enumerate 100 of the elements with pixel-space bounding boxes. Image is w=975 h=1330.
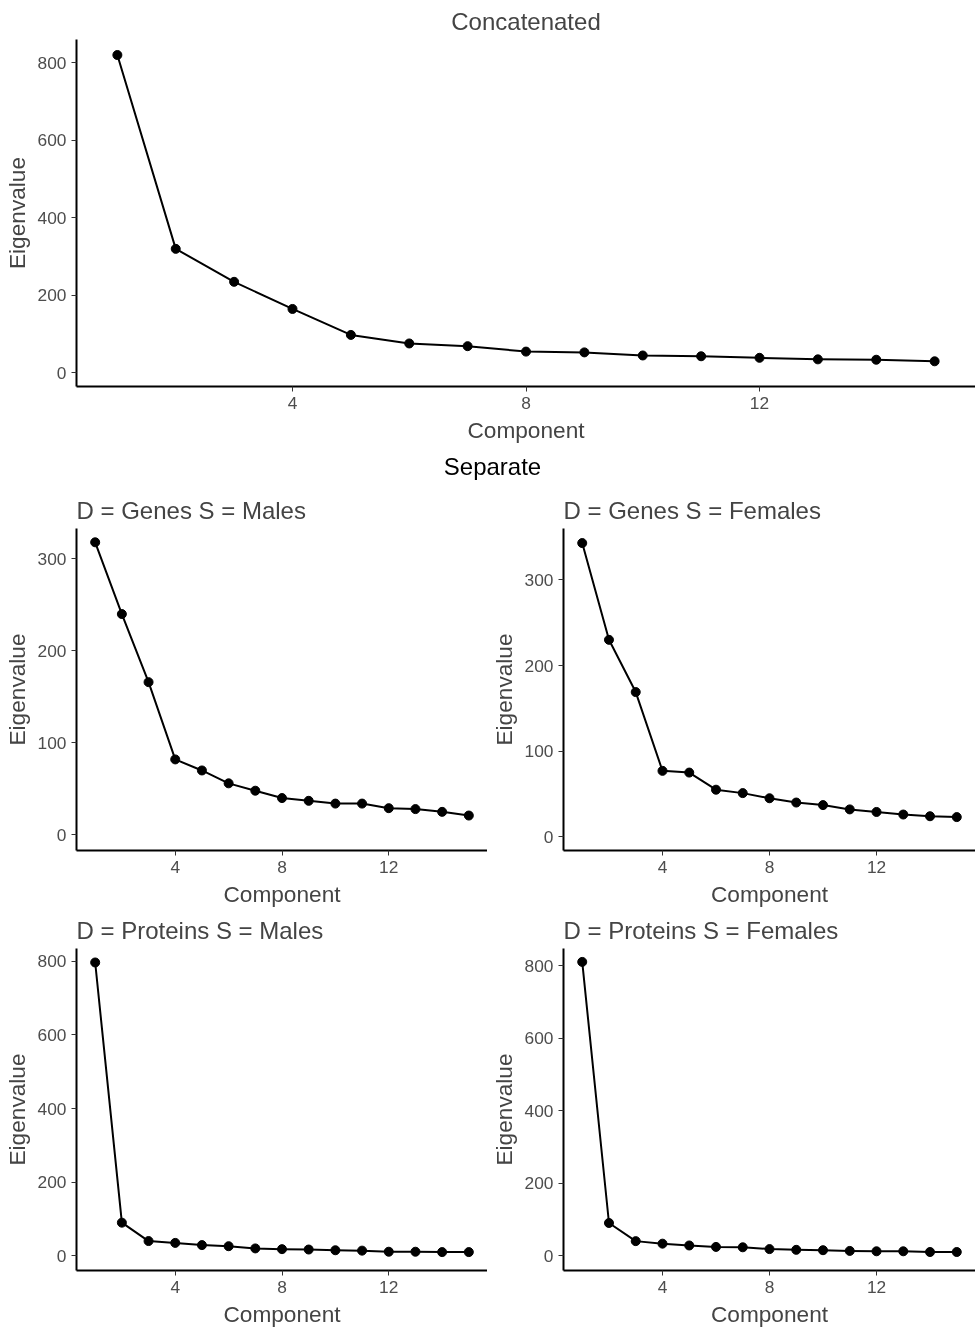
- y-tick-label: 600: [37, 130, 67, 151]
- point: [577, 956, 588, 967]
- y-tick-label: 800: [524, 955, 554, 976]
- point: [764, 793, 775, 804]
- point: [196, 1240, 207, 1251]
- point: [791, 1244, 802, 1255]
- chart-title: D = Proteins S = Females: [563, 916, 839, 944]
- x-tick-label: 12: [749, 392, 770, 413]
- point: [170, 754, 181, 765]
- chart-title: D = Genes S = Females: [563, 496, 821, 524]
- point: [250, 785, 261, 796]
- point: [437, 1247, 448, 1258]
- y-tick-label: 300: [524, 569, 554, 590]
- x-tick-label: 12: [379, 856, 399, 877]
- point: [170, 243, 181, 254]
- point: [603, 634, 614, 645]
- point: [357, 798, 368, 809]
- point: [90, 537, 101, 548]
- point: [710, 784, 721, 795]
- y-tick-label: 400: [37, 207, 67, 228]
- x-tick-label: 12: [379, 1276, 399, 1297]
- text: Separate: [443, 452, 542, 482]
- x-tick-label: 4: [170, 856, 181, 877]
- point: [345, 329, 356, 340]
- x-tick-label: 12: [866, 1276, 887, 1297]
- point: [303, 795, 314, 806]
- y-tick-label: 0: [56, 824, 67, 845]
- y-tick-label: 0: [543, 1245, 554, 1266]
- point: [287, 303, 298, 314]
- point: [330, 798, 341, 809]
- x-tick-label: 4: [657, 1276, 668, 1297]
- point: [630, 687, 641, 698]
- point: [898, 809, 909, 820]
- point: [871, 354, 882, 365]
- point: [383, 803, 394, 814]
- point: [90, 957, 101, 968]
- y-tick-label: 600: [524, 1028, 554, 1049]
- point: [437, 806, 448, 817]
- x-tick-label: 8: [277, 1276, 287, 1297]
- point: [898, 1246, 909, 1257]
- point: [143, 677, 154, 688]
- x-tick-label: 8: [521, 392, 531, 413]
- y-tick-label: 100: [37, 732, 67, 753]
- point: [929, 356, 940, 367]
- point: [404, 338, 415, 349]
- point: [579, 347, 590, 358]
- point: [764, 1244, 775, 1255]
- y-axis-title: Eigenvalue: [490, 1053, 517, 1166]
- y-tick-label: 200: [37, 1172, 67, 1193]
- point: [737, 1242, 748, 1253]
- y-tick-label: 800: [37, 951, 67, 972]
- point: [684, 1240, 695, 1251]
- x-tick-label: 8: [277, 856, 287, 877]
- point: [330, 1245, 341, 1256]
- point: [223, 1241, 234, 1252]
- x-axis-title: Component: [467, 416, 586, 443]
- x-tick-label: 8: [764, 856, 775, 877]
- point: [871, 1246, 882, 1257]
- x-tick-label: 8: [764, 1276, 775, 1297]
- point: [637, 350, 648, 361]
- point: [250, 1243, 261, 1254]
- point: [925, 811, 936, 822]
- point: [223, 778, 234, 789]
- y-tick-label: 0: [56, 362, 67, 383]
- point: [844, 804, 855, 815]
- point: [812, 354, 823, 365]
- point: [196, 765, 207, 776]
- point: [630, 1236, 641, 1247]
- point: [229, 276, 240, 287]
- point: [521, 346, 531, 357]
- y-tick-label: 0: [543, 826, 554, 847]
- point: [710, 1241, 721, 1252]
- point: [696, 351, 707, 362]
- y-tick-label: 100: [524, 741, 554, 762]
- x-tick-label: 4: [170, 1276, 181, 1297]
- point: [657, 1238, 668, 1249]
- point: [410, 1246, 421, 1257]
- point: [657, 765, 668, 776]
- y-tick-label: 400: [524, 1100, 554, 1121]
- point: [463, 810, 474, 821]
- y-tick-label: 300: [37, 548, 67, 569]
- y-tick-label: 600: [37, 1024, 67, 1045]
- x-tick-label: 4: [657, 856, 668, 877]
- point: [277, 793, 287, 804]
- point: [143, 1236, 154, 1247]
- point: [603, 1218, 614, 1228]
- point: [844, 1245, 855, 1256]
- point: [410, 804, 421, 815]
- x-tick-label: 12: [866, 856, 887, 877]
- point: [818, 800, 829, 811]
- point: [951, 1247, 962, 1257]
- y-tick-label: 200: [524, 655, 554, 676]
- y-axis-title: Eigenvalue: [3, 156, 30, 270]
- point: [116, 1217, 127, 1228]
- y-tick-label: 200: [37, 640, 67, 661]
- point: [754, 352, 765, 363]
- point: [277, 1244, 287, 1255]
- chart-title: Concatenated: [451, 7, 601, 35]
- y-tick-label: 400: [37, 1098, 67, 1119]
- point: [818, 1245, 829, 1256]
